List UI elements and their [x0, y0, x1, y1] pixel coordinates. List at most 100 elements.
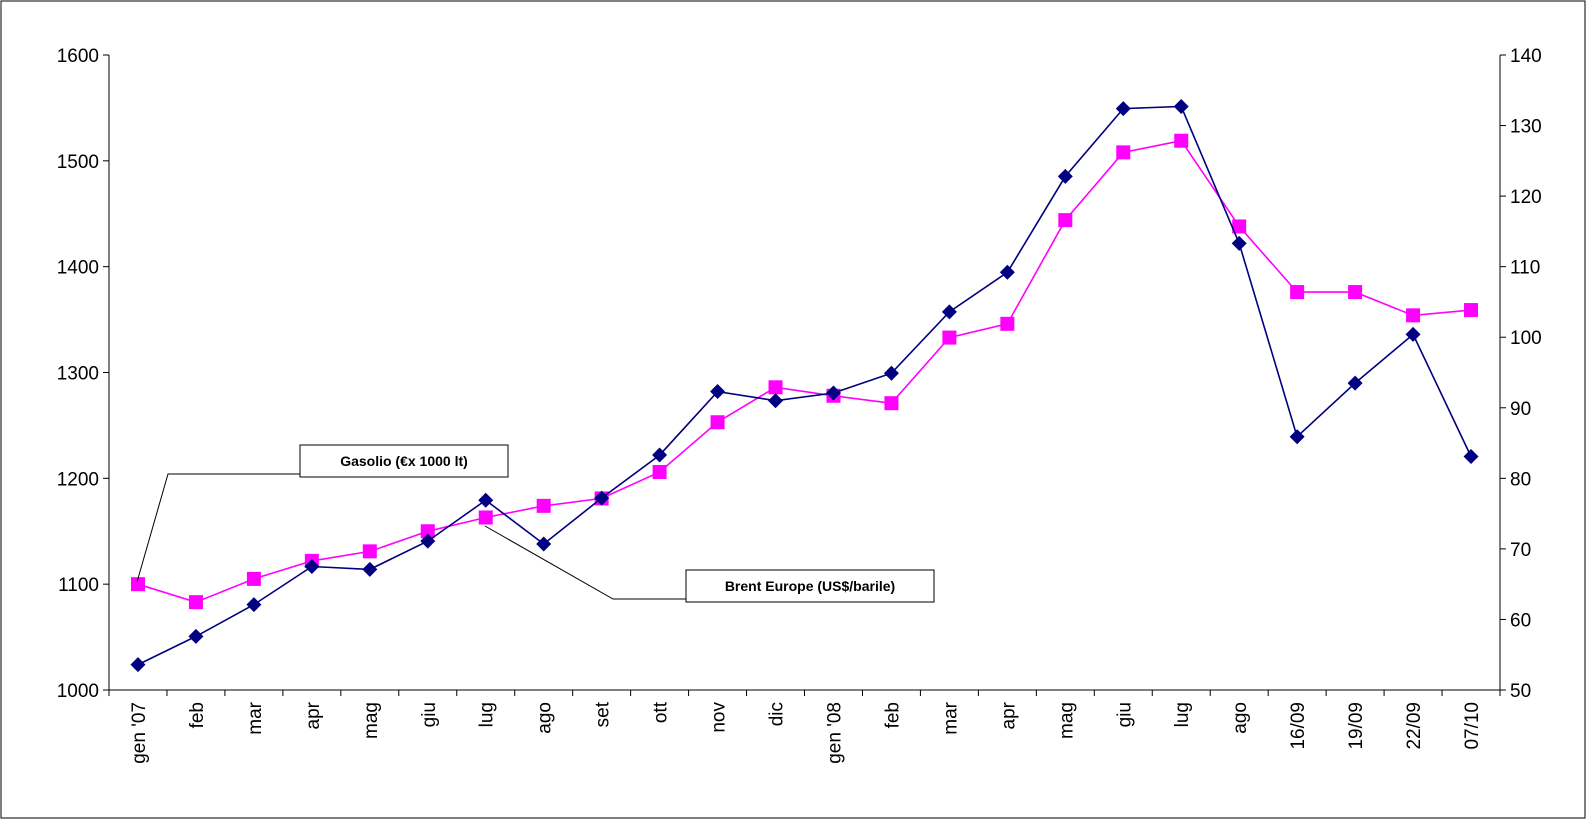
brent-point	[652, 447, 668, 463]
x-axis: gen '07 feb mar apr mag giu lug ago set ott nov dic…	[108, 689, 1501, 764]
x-axis-tick-label: mar	[940, 701, 961, 734]
x-axis-tick-label: feb	[882, 702, 903, 728]
left-axis-tick-label: 1000	[57, 681, 99, 702]
brent-point	[710, 384, 726, 400]
x-axis-tick-label: giu	[419, 702, 440, 727]
brent-point	[130, 657, 146, 673]
x-axis-tick-label: apr	[998, 701, 1019, 729]
brent-callout-label: Brent Europe (US$/barile)	[725, 578, 895, 594]
left-axis-tick-label: 1400	[57, 258, 99, 279]
brent-point	[999, 264, 1015, 280]
brent-point	[1115, 101, 1131, 117]
brent-point	[883, 365, 899, 381]
gasolio-point	[1058, 213, 1073, 228]
left-axis-tick-label: 1300	[57, 364, 99, 385]
gasolio-point	[768, 380, 783, 395]
annotations: Gasolio (€x 1000 lt) Brent Europe (US$/b…	[136, 444, 935, 603]
right-axis-tick-label: 70	[1510, 540, 1531, 561]
gasolio-point	[246, 571, 261, 586]
brent-point	[246, 597, 262, 613]
gasolio-point	[1174, 133, 1189, 148]
right-axis-tick-label: 120	[1510, 187, 1542, 208]
gasolio-point	[478, 510, 493, 525]
x-axis-tick-label: ago	[1230, 702, 1251, 734]
right-axis-tick-label: 80	[1510, 469, 1531, 490]
brent-point	[1057, 168, 1073, 184]
brent-point	[1463, 448, 1479, 464]
x-axis-tick-label: 07/10	[1462, 702, 1483, 750]
brent-callout-box	[685, 569, 935, 603]
left-axis-tick-label: 1500	[57, 152, 99, 173]
brent-point	[941, 304, 957, 320]
x-axis-tick-label: giu	[1114, 702, 1135, 727]
x-axis-tick-label: nov	[709, 702, 730, 733]
x-axis-tick-label: 19/09	[1346, 702, 1367, 750]
x-axis-tick-label: ott	[651, 701, 672, 723]
right-axis-tick-label: 130	[1510, 117, 1542, 138]
gasolio-callout-line	[136, 473, 300, 583]
gasolio-point	[1406, 308, 1421, 323]
gasolio-callout-label: Gasolio (€x 1000 lt)	[340, 453, 468, 469]
brent-point	[1173, 99, 1189, 115]
gasolio-point	[536, 498, 551, 513]
gasolio-point	[1116, 145, 1131, 160]
series-layer	[130, 99, 1479, 673]
brent-point	[536, 536, 552, 552]
gasolio-point	[1290, 285, 1305, 300]
left-axis: 1000 1100 1200 1300 1400 1500 1600	[57, 46, 110, 702]
brent-point	[768, 393, 784, 409]
x-axis-tick-label: feb	[187, 702, 208, 728]
brent-point	[1405, 326, 1421, 342]
x-axis-tick-label: 16/09	[1288, 702, 1309, 750]
left-axis-tick-label: 1100	[58, 575, 99, 596]
x-axis-tick-label: lug	[1172, 702, 1193, 727]
right-axis-tick-label: 50	[1510, 681, 1531, 702]
gasolio-point	[942, 330, 957, 345]
brent-point	[304, 559, 320, 575]
brent-line	[137, 105, 1472, 666]
right-axis-tick-label: 140	[1510, 46, 1542, 67]
x-axis-tick-label: gen '08	[824, 702, 845, 764]
right-axis-tick-label: 100	[1510, 328, 1542, 349]
x-axis-tick-label: lug	[477, 702, 498, 727]
right-axis-tick-label: 90	[1510, 399, 1531, 420]
x-axis-tick-label: apr	[303, 701, 324, 729]
gasolio-point	[1232, 219, 1247, 234]
gasolio-point	[188, 595, 203, 610]
x-axis-tick-label: mag	[1056, 702, 1077, 739]
gasolio-point	[710, 415, 725, 430]
left-axis-tick-label: 1200	[57, 469, 99, 490]
gasolio-point	[1000, 316, 1015, 331]
left-axis-tick-label: 1600	[57, 46, 99, 67]
gasolio-point	[652, 464, 667, 479]
gasolio-line	[137, 139, 1472, 604]
brent-point	[1231, 235, 1247, 251]
gasolio-point	[884, 396, 899, 411]
gasolio-point	[1464, 303, 1479, 318]
right-axis: 50 60 70 80 90 100 110 120 130 140	[1499, 46, 1542, 702]
brent-point	[478, 492, 494, 508]
brent-callout-line	[484, 525, 686, 600]
brent-point	[420, 533, 436, 549]
brent-point	[1289, 429, 1305, 445]
brent-point	[188, 628, 204, 644]
brent-point	[825, 385, 841, 401]
x-axis-tick-label: gen '07	[129, 702, 150, 764]
gasolio-point	[362, 544, 377, 559]
gasolio-point	[420, 524, 435, 539]
right-axis-tick-label: 110	[1510, 258, 1540, 279]
x-axis-tick-label: mag	[361, 702, 382, 739]
brent-point	[362, 561, 378, 577]
gasolio-point	[1348, 285, 1363, 300]
gasolio-callout-box	[299, 444, 509, 478]
gasolio-point	[130, 577, 145, 592]
x-axis-tick-label: dic	[767, 702, 788, 726]
x-axis-tick-label: mar	[245, 701, 266, 734]
brent-point	[594, 490, 610, 506]
right-axis-tick-label: 60	[1510, 610, 1531, 631]
brent-point	[1347, 375, 1363, 391]
x-axis-tick-label: set	[593, 701, 614, 727]
x-axis-tick-label: 22/09	[1404, 702, 1425, 750]
